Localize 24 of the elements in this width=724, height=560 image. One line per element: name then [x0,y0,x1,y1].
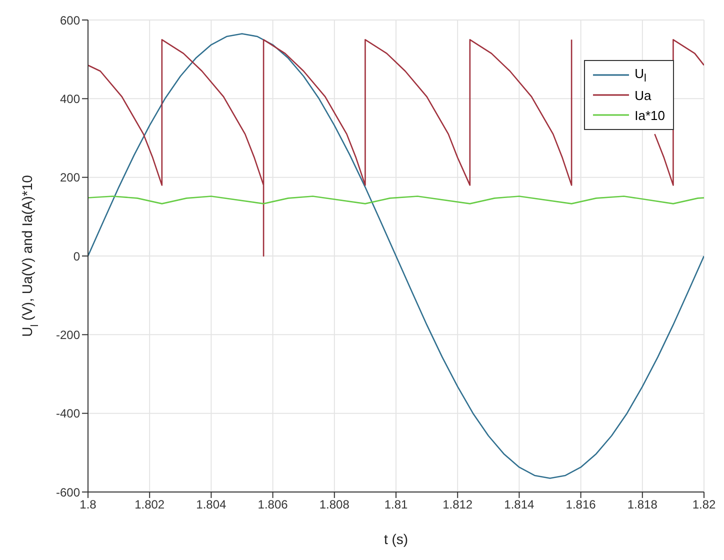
y-tick-label: 600 [60,13,80,28]
legend-label: U$_{l}$ [634,66,646,84]
y-tick-label: 200 [60,170,80,185]
line-series [88,33,704,479]
y-tick-label: -400 [56,406,80,421]
x-tick-label: 1.82 [692,498,716,512]
x-axis-title: t (s) [384,531,408,547]
x-tick-label: 1.802 [134,498,165,512]
x-tick-label: 1.804 [196,498,227,512]
x-tick-label: 1.8 [80,498,97,512]
y-tick-label: 400 [60,92,80,106]
x-tick-label: 1.808 [319,498,350,512]
y-tick-label: 0 [73,249,80,264]
y-tick-label: -600 [56,485,80,500]
x-tick-label: 1.814 [504,498,535,512]
y-tick-label: -200 [56,328,80,342]
legend-label: Ua [634,88,652,102]
legend-label: Ia*10 [634,108,665,122]
x-tick-label: 1.816 [566,498,596,512]
x-tick-label: 1.818 [627,498,658,512]
x-tick-label: 1.81 [384,498,408,512]
line-series [88,196,704,204]
x-tick-label: 1.806 [258,498,288,512]
x-tick-label: 1.812 [442,498,473,512]
